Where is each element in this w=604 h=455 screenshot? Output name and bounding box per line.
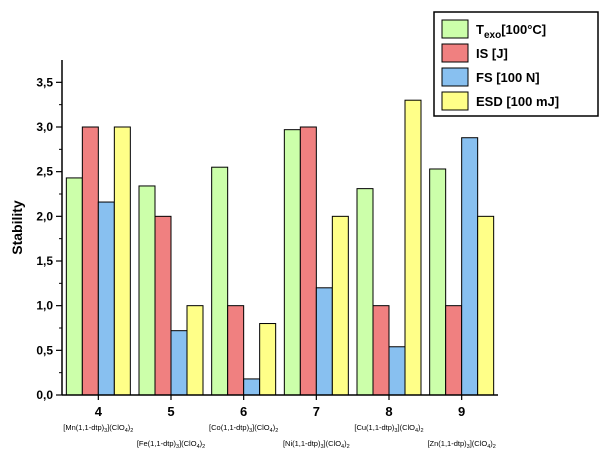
x-tick-label: 8 <box>385 404 392 419</box>
x-tick-label: 5 <box>167 404 174 419</box>
compound-label: [Ni(1,1-dtp)3](ClO4)2 <box>283 439 350 450</box>
bar-6-series-1 <box>227 305 245 396</box>
bar-7-series-1 <box>299 126 317 396</box>
compound-label: [Cu(1,1-dtp)3](ClO4)2 <box>354 423 423 434</box>
bar-9-series-1 <box>445 305 463 396</box>
compound-label: [Co(1,1-dtp)3](ClO4)2 <box>209 423 278 434</box>
bar-6-series-3 <box>259 323 277 396</box>
legend: Texo[100°C] IS [J] FS [100 N] ESD [100 mJ] <box>433 11 599 117</box>
bar-4-series-2 <box>97 201 115 396</box>
legend-swatch <box>441 67 469 87</box>
y-axis-title: Stability <box>9 200 25 255</box>
bar-7-series-3 <box>331 215 349 396</box>
bar-9-series-3 <box>477 215 495 396</box>
bar-5-series-3 <box>186 305 204 396</box>
bar-7-series-2 <box>315 287 333 396</box>
legend-label: FS [100 N] <box>476 70 540 85</box>
bar-6-series-2 <box>243 378 261 396</box>
compound-label: [Fe(1,1-dtp)3](ClO4)2 <box>137 439 205 450</box>
y-tick-label: 0,0 <box>36 388 53 402</box>
bar-4-series-3 <box>113 126 131 396</box>
legend-label: IS [J] <box>476 46 508 61</box>
axes-layer <box>56 60 498 400</box>
y-tick-label: 3,5 <box>36 75 53 89</box>
bar-8-series-3 <box>404 99 422 396</box>
bar-8-series-1 <box>372 305 390 396</box>
x-tick-label: 6 <box>240 404 247 419</box>
bar-9-series-0 <box>429 168 447 396</box>
x-tick-label: 9 <box>458 404 465 419</box>
bar-6-series-0 <box>211 166 229 396</box>
legend-swatch <box>441 91 469 111</box>
labels-layer: 0,0 0,5 1,0 1,5 2,0 2,5 3,0 3,5 Stability 4 [Mn(1,… <box>9 75 496 450</box>
bar-5-series-0 <box>138 185 156 396</box>
bar-8-series-0 <box>356 188 374 396</box>
x-tick-label: 7 <box>313 404 320 419</box>
y-tick-label: 1,5 <box>36 254 53 268</box>
y-tick-label: 1,0 <box>36 299 53 313</box>
y-tick-label: 2,0 <box>36 209 53 223</box>
legend-label: Texo[100°C] <box>476 22 546 41</box>
y-tick-label: 0,5 <box>36 343 53 357</box>
bar-4-series-0 <box>65 177 83 396</box>
bar-5-series-1 <box>154 215 172 396</box>
bar-9-series-2 <box>461 137 479 396</box>
legend-swatch <box>441 43 469 63</box>
compound-label: [Zn(1,1-dtp)3](ClO4)2 <box>427 439 495 450</box>
compound-label: [Mn(1,1-dtp)3](ClO4)2 <box>63 423 133 434</box>
y-tick-label: 2,5 <box>36 165 53 179</box>
y-tick-label: 3,0 <box>36 120 53 134</box>
legend-swatch <box>441 19 469 39</box>
bars-layer <box>65 99 495 396</box>
x-tick-label: 4 <box>95 404 103 419</box>
bar-7-series-0 <box>283 129 301 396</box>
bar-5-series-2 <box>170 330 188 396</box>
bar-4-series-1 <box>81 126 99 396</box>
legend-label: ESD [100 mJ] <box>476 94 559 109</box>
bar-8-series-2 <box>388 346 406 396</box>
